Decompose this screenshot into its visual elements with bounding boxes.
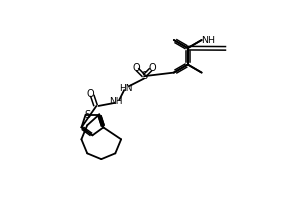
Text: O: O (132, 63, 140, 73)
Text: HN: HN (119, 84, 133, 93)
Text: S: S (141, 71, 147, 81)
Text: NH: NH (202, 36, 216, 45)
Text: NH: NH (110, 97, 123, 106)
Text: O: O (87, 89, 94, 99)
Text: O: O (148, 63, 156, 73)
Text: S: S (84, 110, 90, 120)
